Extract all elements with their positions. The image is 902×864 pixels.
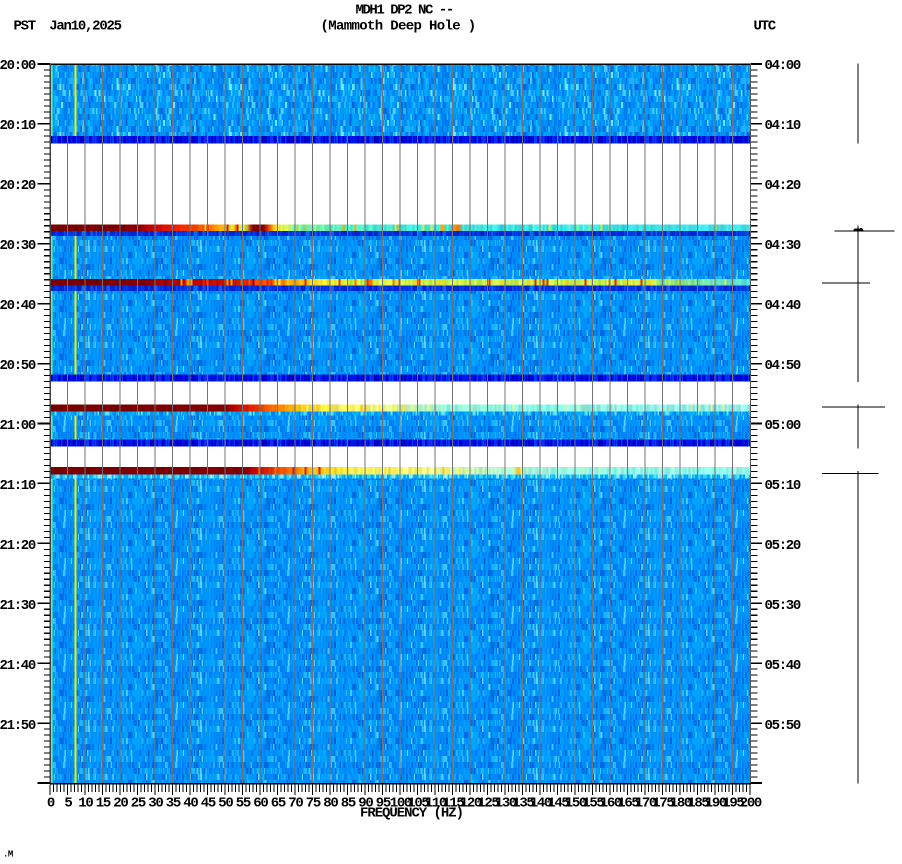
svg-text:185: 185 — [687, 796, 709, 812]
svg-text:10: 10 — [78, 796, 93, 812]
svg-text:135: 135 — [512, 796, 534, 812]
svg-text:05:20: 05:20 — [765, 538, 801, 554]
svg-text:21:20: 21:20 — [0, 538, 36, 554]
svg-text:70: 70 — [288, 796, 303, 812]
svg-text:165: 165 — [617, 796, 639, 812]
svg-text:UTC: UTC — [754, 19, 777, 35]
svg-text:125: 125 — [477, 796, 499, 812]
svg-text:21:50: 21:50 — [0, 718, 36, 734]
svg-text:115: 115 — [442, 796, 464, 812]
svg-text:155: 155 — [582, 796, 604, 812]
svg-text:150: 150 — [565, 796, 587, 812]
svg-text:05:40: 05:40 — [765, 658, 801, 674]
svg-text:180: 180 — [670, 796, 692, 812]
svg-text:21:30: 21:30 — [0, 598, 36, 614]
svg-text:195: 195 — [722, 796, 744, 812]
svg-text:FREQUENCY (HZ): FREQUENCY (HZ) — [360, 806, 463, 822]
svg-text:04:50: 04:50 — [765, 358, 801, 374]
svg-text:85: 85 — [341, 796, 356, 812]
svg-text:100: 100 — [390, 796, 412, 812]
svg-text:20:10: 20:10 — [0, 118, 36, 134]
svg-text:200: 200 — [740, 796, 762, 812]
svg-text:15: 15 — [96, 796, 111, 812]
svg-text:.M: .M — [3, 850, 13, 860]
svg-text:20:40: 20:40 — [0, 298, 36, 314]
svg-text:05:50: 05:50 — [765, 718, 801, 734]
svg-text:175: 175 — [652, 796, 674, 812]
svg-text:130: 130 — [495, 796, 517, 812]
svg-text:04:10: 04:10 — [765, 118, 801, 134]
svg-text:110: 110 — [425, 796, 447, 812]
svg-text:95: 95 — [376, 796, 391, 812]
svg-text:(Mammoth Deep Hole ): (Mammoth Deep Hole ) — [321, 19, 476, 35]
svg-text:05:10: 05:10 — [765, 478, 801, 494]
svg-text:170: 170 — [635, 796, 657, 812]
svg-text:40: 40 — [183, 796, 198, 812]
svg-text:35: 35 — [166, 796, 181, 812]
svg-text:04:20: 04:20 — [765, 178, 801, 194]
svg-text:PST Jan10,2025: PST Jan10,2025 — [14, 19, 122, 35]
svg-text:21:10: 21:10 — [0, 478, 36, 494]
svg-text:MDH1 DP2 NC --: MDH1 DP2 NC -- — [356, 3, 453, 19]
svg-text:21:00: 21:00 — [0, 418, 36, 434]
svg-text:04:30: 04:30 — [765, 238, 801, 254]
svg-text:160: 160 — [600, 796, 622, 812]
svg-text:145: 145 — [547, 796, 569, 812]
svg-text:20:00: 20:00 — [0, 58, 36, 74]
svg-text:50: 50 — [218, 796, 233, 812]
svg-text:55: 55 — [236, 796, 251, 812]
svg-text:75: 75 — [306, 796, 321, 812]
svg-text:5: 5 — [64, 796, 72, 812]
svg-text:04:00: 04:00 — [765, 58, 801, 74]
svg-text:20: 20 — [113, 796, 128, 812]
svg-text:190: 190 — [705, 796, 727, 812]
svg-text:25: 25 — [131, 796, 146, 812]
svg-text:20:50: 20:50 — [0, 358, 36, 374]
svg-text:0: 0 — [47, 796, 55, 812]
svg-text:05:00: 05:00 — [765, 418, 801, 434]
svg-text:90: 90 — [358, 796, 373, 812]
svg-text:120: 120 — [460, 796, 482, 812]
svg-text:65: 65 — [271, 796, 286, 812]
svg-text:05:30: 05:30 — [765, 598, 801, 614]
svg-text:20:30: 20:30 — [0, 238, 36, 254]
svg-text:21:40: 21:40 — [0, 658, 36, 674]
svg-text:20:20: 20:20 — [0, 178, 36, 194]
svg-text:04:40: 04:40 — [765, 298, 801, 314]
svg-text:45: 45 — [201, 796, 216, 812]
svg-text:30: 30 — [148, 796, 163, 812]
svg-text:60: 60 — [253, 796, 268, 812]
svg-text:105: 105 — [407, 796, 429, 812]
svg-text:140: 140 — [530, 796, 552, 812]
svg-text:80: 80 — [323, 796, 338, 812]
